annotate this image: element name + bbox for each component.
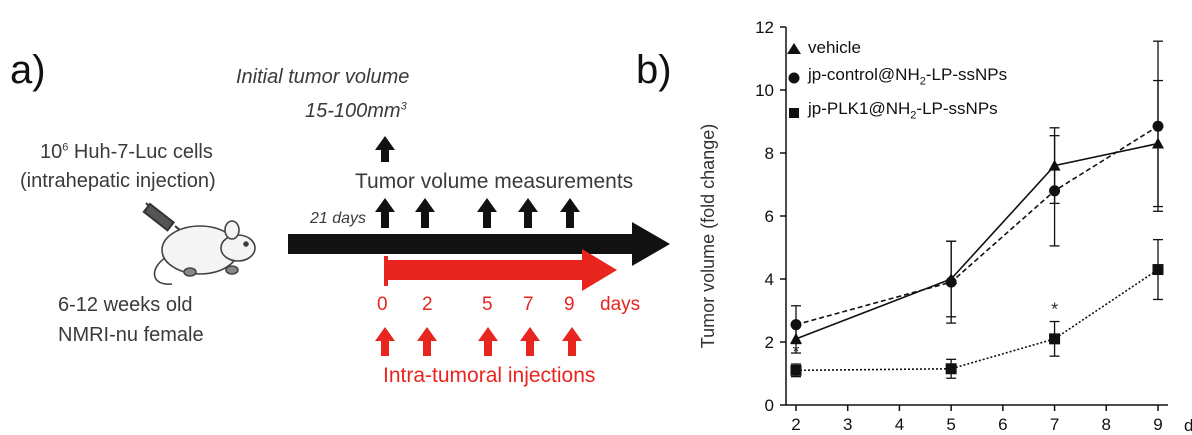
y-tick-label: 2: [765, 333, 774, 352]
measurement-arrows: [375, 198, 580, 228]
x-tick-label: 9: [1153, 415, 1162, 434]
up-arrow-icon: [375, 136, 395, 162]
legend-label: jp-control@NH2-LP-ssNPs: [808, 65, 1008, 88]
x-tick-label: 4: [895, 415, 904, 434]
x-tick-label: 8: [1102, 415, 1111, 434]
panel-a-label: a): [10, 48, 46, 92]
legend-label: jp-PLK1@NH2-LP-ssNPs: [808, 99, 998, 122]
initial-tumor-volume-title: Initial tumor volume: [236, 66, 410, 88]
x-tick-label: 7: [1050, 415, 1059, 434]
data-point-square: [1049, 333, 1061, 345]
panel-b-label: b): [636, 48, 672, 92]
x-tick-label: 3: [843, 415, 852, 434]
y-axis-label: Tumor volume (fold change): [698, 124, 718, 348]
syringe-icon: [142, 202, 187, 236]
legend-item-plk1: jp-PLK1@NH2-LP-ssNPs: [786, 95, 1007, 129]
chart-plot-area: **: [790, 40, 1164, 379]
y-tick-label: 8: [765, 144, 774, 163]
injections-label: Intra-tumoral injections: [383, 364, 596, 387]
initial-tumor-volume-value: 15-100mm3: [305, 100, 407, 122]
chart-legend: vehicle jp-control@NH2-LP-ssNPs jp-PLK1@…: [786, 34, 1007, 130]
x-tick-label: 6: [998, 415, 1007, 434]
day-tick-label: 9: [564, 294, 575, 315]
data-point-square: [1152, 264, 1164, 276]
y-tick-label: 12: [755, 18, 774, 37]
y-tick-label: 10: [755, 81, 774, 100]
legend-item-vehicle: vehicle: [786, 34, 1007, 61]
measurements-label: Tumor volume measurements: [355, 170, 634, 193]
data-point-square: [790, 364, 802, 376]
protocol-diagram: [142, 136, 670, 356]
treatment-arrow: [384, 249, 617, 291]
day-tick-label: 5: [482, 294, 493, 315]
data-point-circle: [1152, 120, 1164, 132]
x-tick-label: 5: [946, 415, 955, 434]
day-tick-label: 7: [523, 294, 534, 315]
series-line: [795, 268, 1159, 372]
days-unit-label: days: [600, 294, 641, 315]
legend-label: vehicle: [808, 38, 861, 57]
mouse-strain-label: NMRI-nu female: [58, 324, 204, 346]
data-point-circle: [790, 319, 802, 331]
data-point-circle: [945, 276, 957, 288]
injection-arrows: [375, 327, 582, 356]
x-tick-label: 2: [791, 415, 800, 434]
circle-marker-icon: [788, 72, 800, 84]
tumor-volume-chart: 02468101223456789daysTumor volume (fold …: [698, 18, 1192, 435]
x-axis-label: days: [1184, 416, 1192, 435]
day-tick-label: 0: [377, 294, 388, 315]
significance-asterisk: *: [792, 342, 799, 362]
significance-asterisk: *: [1051, 300, 1058, 320]
series-line: [795, 142, 1159, 340]
injection-method-label: (intrahepatic injection): [20, 170, 216, 192]
triangle-marker-icon: [787, 42, 801, 54]
chart-axes: 02468101223456789daysTumor volume (fold …: [698, 18, 1192, 435]
cells-label: 106 Huh-7-Luc cells: [40, 141, 213, 163]
data-point-square: [945, 363, 957, 375]
series-line: [795, 125, 1159, 326]
data-point-circle: [1049, 185, 1061, 197]
timeline-arrow: [288, 222, 670, 266]
y-tick-label: 6: [765, 207, 774, 226]
y-tick-label: 0: [765, 396, 774, 415]
mouse-age-label: 6-12 weeks old: [58, 294, 193, 316]
square-marker-icon: [789, 107, 799, 118]
y-tick-label: 4: [765, 270, 774, 289]
days-marker: 21 days: [310, 210, 367, 227]
day-tick-label: 2: [422, 294, 433, 315]
legend-item-control: jp-control@NH2-LP-ssNPs: [786, 61, 1007, 95]
mouse-icon: [153, 220, 256, 285]
